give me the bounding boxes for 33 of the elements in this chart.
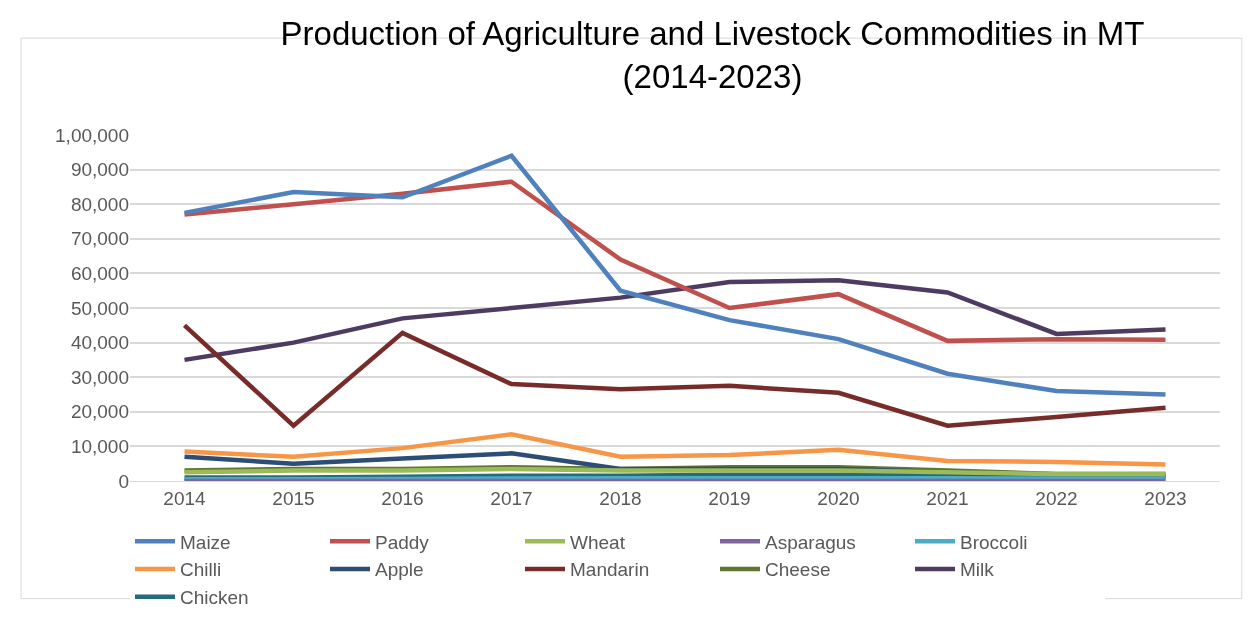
x-tick-label: 2014 [163,487,207,509]
x-tick-label: 2015 [272,487,315,509]
legend-label: Apple [375,559,424,581]
y-tick-label: 90,000 [70,159,129,181]
y-tick-label: 40,000 [70,332,129,354]
legend-label: Chilli [180,559,222,581]
legend-label: Cheese [765,559,831,581]
x-tick-label: 2020 [817,487,860,509]
legend-label: Milk [960,559,995,581]
y-tick-label: 10,000 [70,436,129,458]
x-tick-label: 2017 [490,487,533,509]
x-tick-label: 2016 [381,487,424,509]
chart-title: Production of Agriculture and Livestock Commodities in MT (2014-2023) [280,14,1145,95]
x-tick-label: 2022 [1035,487,1078,509]
x-tick-label: 2019 [708,487,751,509]
y-tick-label: 30,000 [70,366,129,388]
y-tick-label: 0 [118,470,129,492]
y-tick-label: 50,000 [70,297,129,319]
x-tick-label: 2018 [599,487,642,509]
y-tick-label: 80,000 [70,193,129,215]
legend-label: Paddy [375,531,430,553]
legend-label: Mandarin [570,559,650,581]
y-tick-label: 60,000 [70,263,129,285]
legend-label: Maize [180,531,231,553]
legend-label: Chicken [180,587,249,609]
y-tick-label: 70,000 [70,228,129,250]
x-tick-label: 2021 [926,487,969,509]
legend-label: Wheat [570,531,626,553]
y-tick-label: 20,000 [70,401,129,423]
y-tick-label: 1,00,000 [55,124,129,146]
x-tick-label: 2023 [1144,487,1187,509]
legend-label: Broccoli [960,531,1028,553]
legend-label: Asparagus [765,531,856,553]
